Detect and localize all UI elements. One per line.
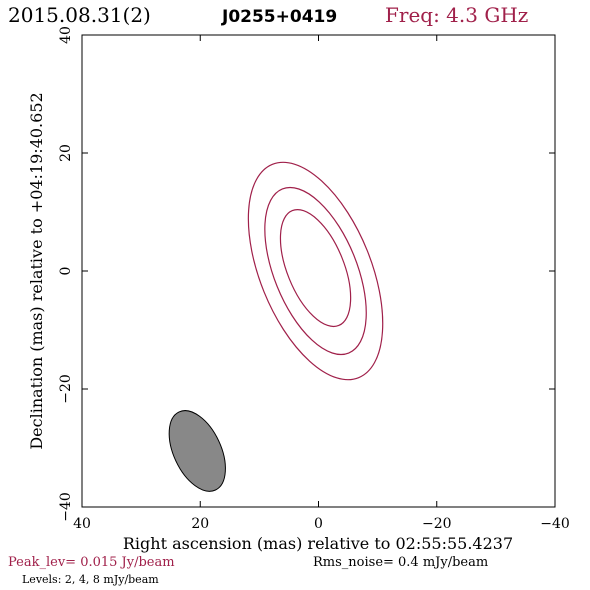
contour-level-2	[247, 161, 384, 381]
observation-date: 2015.08.31(2)	[8, 3, 151, 27]
peak-level: Peak_lev= 0.015 Jy/beam	[8, 555, 175, 570]
beam-group	[168, 410, 226, 492]
rms-noise: Rms_noise= 0.4 mJy/beam	[313, 555, 488, 570]
contour-level-4	[264, 186, 367, 356]
y-tick-label: −20	[58, 374, 74, 404]
contour-group	[247, 161, 384, 381]
y-tick-label: 20	[58, 144, 74, 162]
y-axis-label: Declination (mas) relative to +04:19:40.…	[27, 92, 46, 449]
x-tick-label: 40	[73, 516, 91, 532]
source-name: J0255+0419	[221, 7, 337, 27]
x-tick-label: 20	[191, 516, 209, 532]
frequency-label: Freq: 4.3 GHz	[385, 3, 528, 27]
x-tick-label: −40	[540, 516, 570, 532]
contour-levels: Levels: 2, 4, 8 mJy/beam	[22, 573, 159, 586]
plot-frame	[81, 34, 556, 508]
y-tick-label: −40	[58, 492, 74, 522]
beam-ellipse	[168, 410, 226, 492]
x-axis-label: Right ascension (mas) relative to 02:55:…	[123, 534, 513, 553]
x-tick-label: −20	[422, 516, 452, 532]
x-tick-label: 0	[314, 516, 323, 532]
y-tick-label: 0	[58, 267, 74, 276]
y-tick-label: 40	[58, 26, 74, 44]
contour-level-8	[279, 209, 352, 328]
